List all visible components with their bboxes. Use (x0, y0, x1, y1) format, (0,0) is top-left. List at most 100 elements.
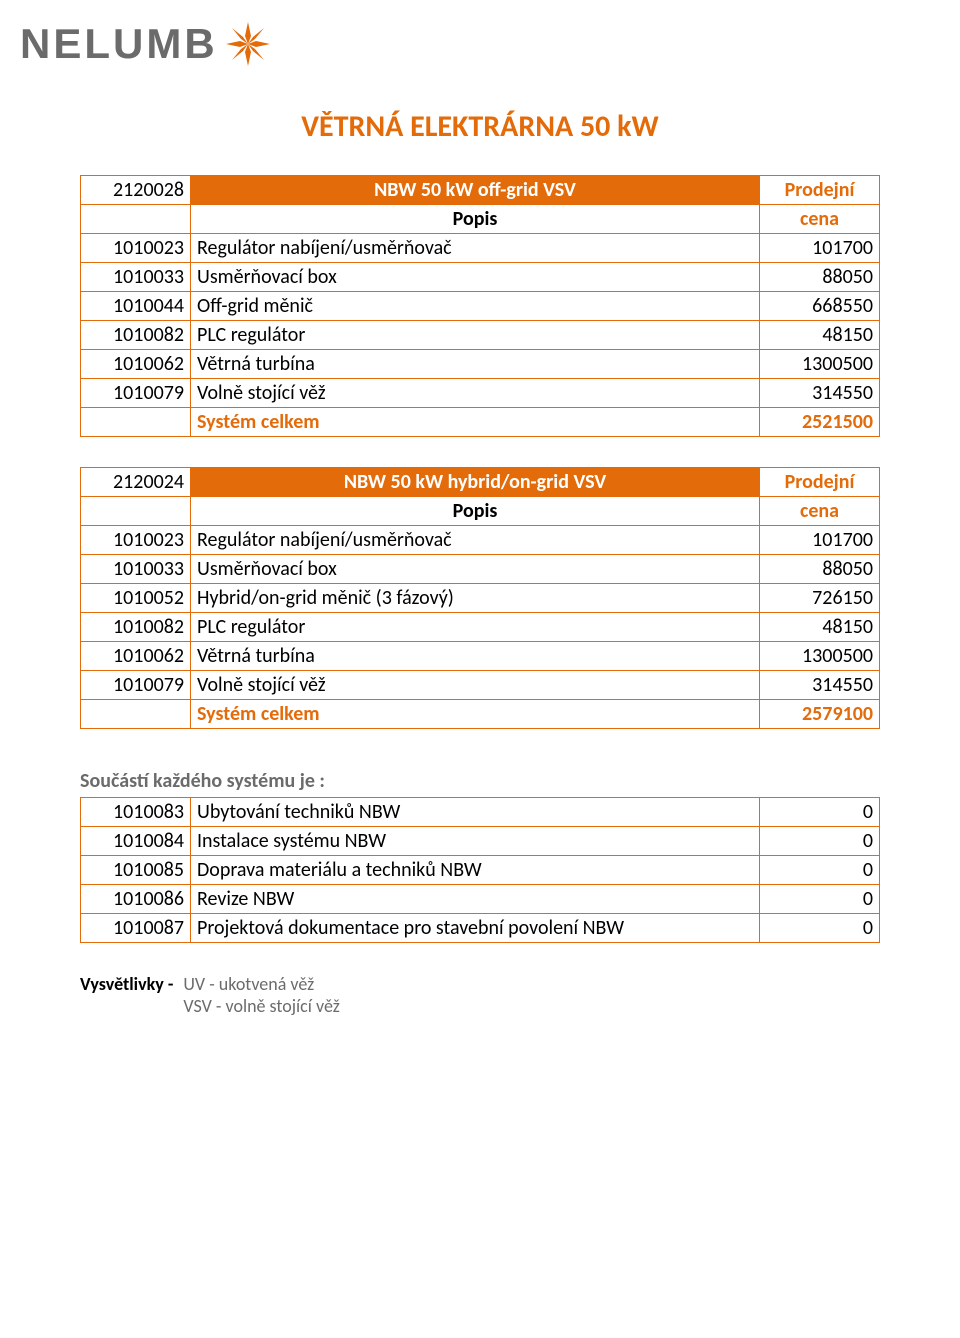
logo: NELUMB (20, 20, 880, 68)
parts-section-label: Součástí každého systému je : (80, 769, 880, 793)
total-value: 2521500 (760, 408, 880, 437)
header-popis: Popis (191, 205, 760, 234)
row-code: 1010083 (81, 798, 191, 827)
row-code: 1010082 (81, 321, 191, 350)
legend-line: VSV - volně stojící věž (183, 995, 339, 1017)
header-code: 2120024 (81, 468, 191, 497)
row-code: 1010062 (81, 350, 191, 379)
row-desc: Regulátor nabíjení/usměrňovač (191, 526, 760, 555)
row-val: 314550 (760, 379, 880, 408)
row-code: 1010033 (81, 555, 191, 584)
row-desc: Doprava materiálu a techniků NBW (191, 856, 760, 885)
table-row: 1010033Usměrňovací box88050 (81, 555, 880, 584)
header-price-bot: cena (760, 205, 880, 234)
row-val: 0 (760, 856, 880, 885)
row-desc: Ubytování techniků NBW (191, 798, 760, 827)
row-code: 1010033 (81, 263, 191, 292)
legend: Vysvětlivky - UV - ukotvená věž VSV - vo… (80, 973, 880, 1017)
row-val: 0 (760, 827, 880, 856)
row-code: 1010062 (81, 642, 191, 671)
legend-label: Vysvětlivky - (80, 973, 173, 1017)
total-value: 2579100 (760, 700, 880, 729)
row-val: 668550 (760, 292, 880, 321)
row-desc: Regulátor nabíjení/usměrňovač (191, 234, 760, 263)
pricing-table-offgrid: 2120028 NBW 50 kW off-grid VSV Prodejní … (80, 175, 880, 437)
row-code: 1010023 (81, 526, 191, 555)
header-price-top: Prodejní (760, 176, 880, 205)
row-desc: Větrná turbína (191, 350, 760, 379)
row-code: 1010086 (81, 885, 191, 914)
header-popis: Popis (191, 497, 760, 526)
table-row: 1010023Regulátor nabíjení/usměrňovač1017… (81, 526, 880, 555)
table-row: 1010082PLC regulátor48150 (81, 613, 880, 642)
row-desc: Usměrňovací box (191, 263, 760, 292)
row-code: 1010085 (81, 856, 191, 885)
table-row: 1010085Doprava materiálu a techniků NBW0 (81, 856, 880, 885)
table-row: 1010062Větrná turbína1300500 (81, 642, 880, 671)
header-name: NBW 50 kW off-grid VSV (191, 176, 760, 205)
header-name: NBW 50 kW hybrid/on-grid VSV (191, 468, 760, 497)
row-code: 1010087 (81, 914, 191, 943)
table-header-row: 2120024 NBW 50 kW hybrid/on-grid VSV Pro… (81, 468, 880, 497)
row-desc: Volně stojící věž (191, 379, 760, 408)
row-desc: Volně stojící věž (191, 671, 760, 700)
table-row: 1010086Revize NBW0 (81, 885, 880, 914)
row-val: 48150 (760, 613, 880, 642)
empty-cell (81, 700, 191, 729)
legend-lines: UV - ukotvená věž VSV - volně stojící vě… (183, 973, 339, 1017)
row-code: 1010082 (81, 613, 191, 642)
row-desc: Projektová dokumentace pro stavební povo… (191, 914, 760, 943)
logo-text: NELUMB (20, 20, 218, 68)
page: NELUMB VĚTRNÁ ELEKTRÁRNA 50 kW (0, 0, 960, 1057)
parts-table: 1010083Ubytování techniků NBW0 1010084In… (80, 797, 880, 943)
table-total-row: Systém celkem2521500 (81, 408, 880, 437)
row-val: 0 (760, 885, 880, 914)
row-val: 1300500 (760, 350, 880, 379)
table-row: 1010033Usměrňovací box88050 (81, 263, 880, 292)
row-val: 314550 (760, 671, 880, 700)
table-row: 1010052Hybrid/on-grid měnič (3 fázový)72… (81, 584, 880, 613)
table-subheader-row: Popis cena (81, 497, 880, 526)
row-desc: Instalace systému NBW (191, 827, 760, 856)
table-row: 1010087Projektová dokumentace pro staveb… (81, 914, 880, 943)
row-desc: Off-grid měnič (191, 292, 760, 321)
table-total-row: Systém celkem2579100 (81, 700, 880, 729)
row-code: 1010079 (81, 671, 191, 700)
row-desc: Revize NBW (191, 885, 760, 914)
row-val: 1300500 (760, 642, 880, 671)
row-desc: PLC regulátor (191, 321, 760, 350)
empty-cell (81, 205, 191, 234)
row-code: 1010044 (81, 292, 191, 321)
header-price-top: Prodejní (760, 468, 880, 497)
row-val: 101700 (760, 526, 880, 555)
table-row: 1010082PLC regulátor48150 (81, 321, 880, 350)
empty-cell (81, 497, 191, 526)
row-val: 726150 (760, 584, 880, 613)
table-row: 1010084Instalace systému NBW0 (81, 827, 880, 856)
table-row: 1010079Volně stojící věž314550 (81, 379, 880, 408)
table-row: 1010083Ubytování techniků NBW0 (81, 798, 880, 827)
row-desc: PLC regulátor (191, 613, 760, 642)
row-desc: Hybrid/on-grid měnič (3 fázový) (191, 584, 760, 613)
row-code: 1010084 (81, 827, 191, 856)
total-label: Systém celkem (191, 700, 760, 729)
total-label: Systém celkem (191, 408, 760, 437)
table-row: 1010023Regulátor nabíjení/usměrňovač1017… (81, 234, 880, 263)
row-val: 48150 (760, 321, 880, 350)
page-title: VĚTRNÁ ELEKTRÁRNA 50 kW (80, 108, 880, 145)
row-code: 1010023 (81, 234, 191, 263)
row-code: 1010052 (81, 584, 191, 613)
table-subheader-row: Popis cena (81, 205, 880, 234)
row-val: 0 (760, 914, 880, 943)
star-icon (224, 20, 272, 68)
pricing-table-hybrid: 2120024 NBW 50 kW hybrid/on-grid VSV Pro… (80, 467, 880, 729)
empty-cell (81, 408, 191, 437)
table-row: 1010062Větrná turbína1300500 (81, 350, 880, 379)
header-price-bot: cena (760, 497, 880, 526)
row-desc: Usměrňovací box (191, 555, 760, 584)
table-row: 1010079Volně stojící věž314550 (81, 671, 880, 700)
header-code: 2120028 (81, 176, 191, 205)
table-row: 1010044Off-grid měnič668550 (81, 292, 880, 321)
table-header-row: 2120028 NBW 50 kW off-grid VSV Prodejní (81, 176, 880, 205)
row-code: 1010079 (81, 379, 191, 408)
